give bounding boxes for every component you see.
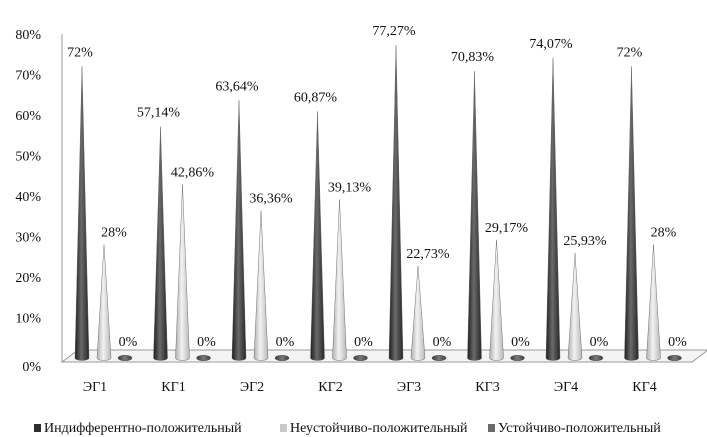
zero-mark xyxy=(353,355,368,362)
cone-mark xyxy=(545,58,561,361)
zero-mark xyxy=(431,355,447,362)
cone-mark xyxy=(153,126,168,361)
data-label: 42,86% xyxy=(171,165,215,180)
data-label: 63,64% xyxy=(215,79,259,94)
data-label: 28% xyxy=(101,226,127,241)
cone-mark xyxy=(175,184,190,361)
legend-entry: Индифферентно-положительный xyxy=(44,421,242,436)
data-label: 0% xyxy=(668,335,687,350)
category-label: КГ2 xyxy=(318,380,342,395)
data-label: 0% xyxy=(354,335,373,350)
y-tick-label: 20% xyxy=(15,271,41,286)
zero-mark xyxy=(667,355,682,362)
chart-floor xyxy=(60,349,707,363)
y-tick-label: 10% xyxy=(15,312,41,327)
data-label: 25,93% xyxy=(563,234,607,249)
zero-mark xyxy=(510,355,525,362)
category-label: КГ1 xyxy=(161,380,185,395)
cone-mark xyxy=(467,71,482,361)
data-label: 77,27% xyxy=(372,24,416,39)
category-label: ЭГ1 xyxy=(83,380,107,395)
legend: Индифферентно-положительный Неустойчиво-п… xyxy=(34,421,661,436)
cone-mark xyxy=(310,111,325,361)
legend-swatch xyxy=(34,424,41,432)
data-label: 22,73% xyxy=(406,247,450,262)
cone-mark xyxy=(74,66,90,361)
data-label: 60,87% xyxy=(294,90,338,105)
category-label: ЭГ4 xyxy=(554,380,578,395)
data-label: 0% xyxy=(197,335,216,350)
zero-mark xyxy=(117,355,133,362)
category-label: КГ4 xyxy=(632,380,656,395)
data-label: 72% xyxy=(617,45,643,60)
data-label: 70,83% xyxy=(451,50,495,65)
legend-swatch xyxy=(488,424,495,432)
cone-mark xyxy=(410,265,426,361)
cone-mark xyxy=(231,100,247,361)
data-label: 29,17% xyxy=(485,221,529,236)
data-labels: 72% 28% 0% 57,14% 42,86% 0% 63,64% 36,36% 0% 60,8… xyxy=(67,24,687,350)
category-labels: ЭГ1 КГ1 ЭГ2 КГ2 ЭГ3 КГ3 ЭГ4 КГ4 xyxy=(83,380,657,395)
cone-mark xyxy=(253,210,269,361)
cone-mark xyxy=(332,199,347,361)
data-label: 72% xyxy=(67,45,93,60)
data-label: 57,14% xyxy=(137,106,181,121)
legend-entry: Неустойчиво-положительный xyxy=(290,421,468,436)
data-label: 0% xyxy=(433,335,452,350)
data-label: 0% xyxy=(119,335,138,350)
axes xyxy=(60,34,707,363)
y-tick-label: 80% xyxy=(15,28,41,43)
y-tick-label: 0% xyxy=(22,360,41,375)
category-label: ЭГ2 xyxy=(240,380,264,395)
data-label: 0% xyxy=(590,335,609,350)
legend-entry: Устойчиво-положительный xyxy=(498,421,661,436)
cone-mark xyxy=(489,239,504,361)
category-label: ЭГ3 xyxy=(397,380,421,395)
cone-mark xyxy=(96,244,112,361)
cone-mark xyxy=(388,45,404,361)
data-label: 0% xyxy=(511,335,530,350)
data-label: 28% xyxy=(651,226,677,241)
data-label: 36,36% xyxy=(249,192,293,207)
chart-marks xyxy=(74,45,682,362)
zero-mark xyxy=(274,355,290,362)
category-label: КГ3 xyxy=(475,380,499,395)
y-tick-label: 60% xyxy=(15,109,41,124)
y-tick-label: 50% xyxy=(15,150,41,165)
zero-mark xyxy=(196,355,211,362)
cone-mark xyxy=(624,66,639,361)
data-label: 74,07% xyxy=(529,37,573,52)
y-tick-label: 40% xyxy=(15,190,41,205)
legend-swatch xyxy=(280,424,287,432)
y-tick-label: 30% xyxy=(15,231,41,246)
zero-mark xyxy=(588,355,604,362)
y-tick-label: 70% xyxy=(15,69,41,84)
cone-mark xyxy=(646,244,661,361)
cone-mark xyxy=(567,252,583,361)
data-label: 39,13% xyxy=(328,181,372,196)
data-label: 0% xyxy=(276,335,295,350)
y-axis-ticks: 0% 10% 20% 30% 40% 50% 60% 70% 80% xyxy=(15,28,41,375)
